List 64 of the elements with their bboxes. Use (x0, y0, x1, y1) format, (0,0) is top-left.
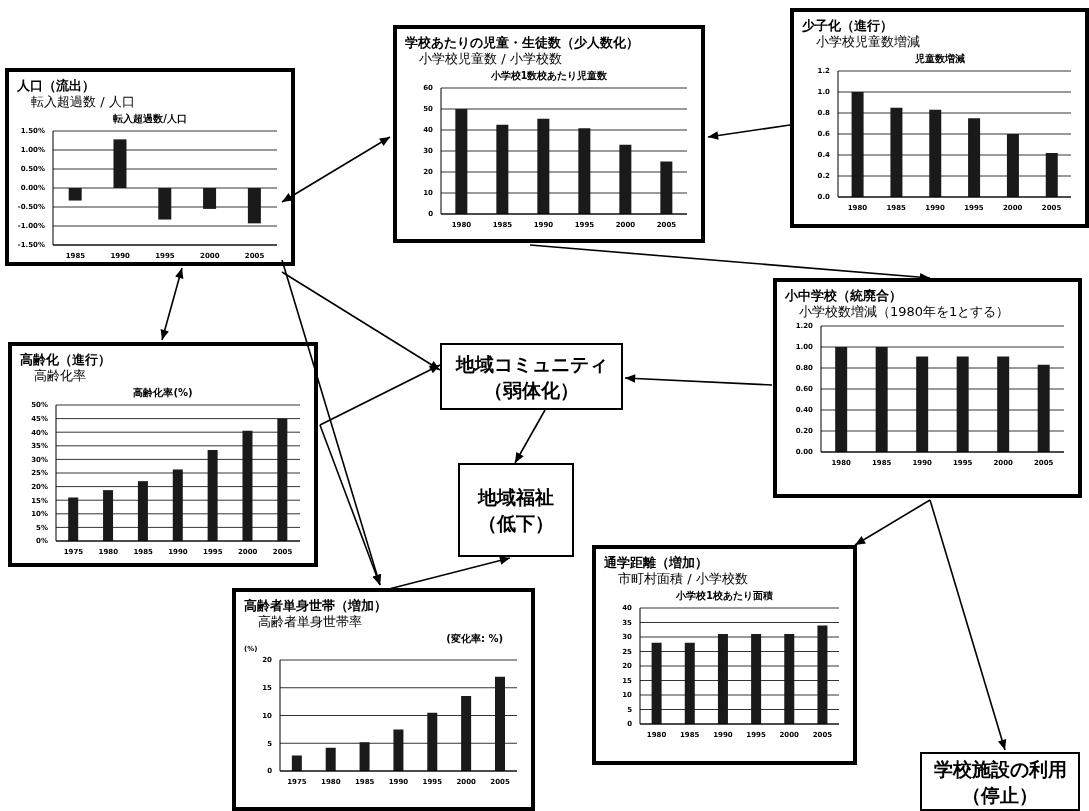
bar (207, 449, 218, 541)
chart-subtitle: 高齢化率 (33, 368, 87, 384)
bar (660, 161, 673, 214)
bar (494, 676, 505, 771)
chart-title: 人口（流出） (17, 78, 96, 94)
text: 地域福祉 (478, 485, 554, 510)
bar (968, 118, 981, 197)
chart-title: 通学距離（増加） (604, 555, 709, 571)
bar (393, 729, 404, 771)
bar (277, 418, 288, 541)
bar (427, 712, 438, 771)
chart-subtitle: 高齢者単身世帯率 (257, 614, 363, 630)
bar (461, 696, 472, 771)
bar (1045, 152, 1058, 197)
text: 地域コミュニティ (455, 351, 608, 377)
text: 児童数増減 (913, 53, 966, 65)
text: （停止） (962, 782, 1038, 808)
bar (890, 107, 903, 197)
bar (817, 625, 828, 724)
bar (242, 430, 253, 541)
chart-subtitle: 小学校児童数増減 (815, 34, 921, 50)
chart-subtitle: 小学校数増減（1980年を1とする） (798, 304, 1011, 320)
chart-subtitle: 小学校児童数 / 小学校数 (418, 51, 563, 67)
text: 高齢化率(%) (132, 387, 194, 399)
chart-title: 学校あたりの児童・生徒数（少人数化） (405, 35, 640, 51)
bar (929, 109, 942, 197)
bar (916, 356, 929, 452)
bar (619, 144, 632, 214)
chart-subtitle: 市町村面積 / 小学校数 (617, 571, 749, 587)
bar (455, 109, 468, 214)
bar (496, 124, 509, 214)
bar (172, 469, 183, 541)
text: （低下） (478, 511, 554, 536)
bar (956, 356, 969, 452)
text: （弱体化） (484, 377, 579, 403)
chart-title: 少子化（進行） (802, 18, 894, 34)
bar (1037, 364, 1050, 452)
bar (851, 92, 864, 197)
bar (875, 347, 888, 452)
bar (684, 642, 695, 724)
bar (537, 118, 550, 214)
chart-title: 高齢者単身世帯（増加） (244, 598, 388, 614)
bar (291, 755, 302, 771)
chart-title: 小中学校（統廃合） (785, 288, 903, 304)
text: 小学校1校あたり面積 (675, 590, 774, 602)
chart-title: 高齢化（進行） (20, 352, 112, 368)
bar (325, 747, 336, 771)
text: 小学校1数校あたり児童数 (489, 70, 609, 82)
bar (68, 497, 79, 541)
bar (997, 356, 1010, 452)
text: 学校施設の利用 (933, 756, 1067, 782)
bar (137, 481, 148, 541)
bar (835, 347, 848, 452)
bar (751, 634, 762, 724)
bar (784, 634, 795, 724)
bar (717, 634, 728, 724)
bar (1006, 134, 1019, 197)
text: (変化率: %) (445, 633, 504, 645)
bar (359, 742, 370, 771)
chart-subtitle: 転入超過数 / 人口 (30, 94, 136, 110)
bar (578, 128, 591, 214)
text: 転入超過数/人口 (112, 113, 188, 125)
bar (651, 642, 662, 724)
bar (103, 490, 114, 541)
